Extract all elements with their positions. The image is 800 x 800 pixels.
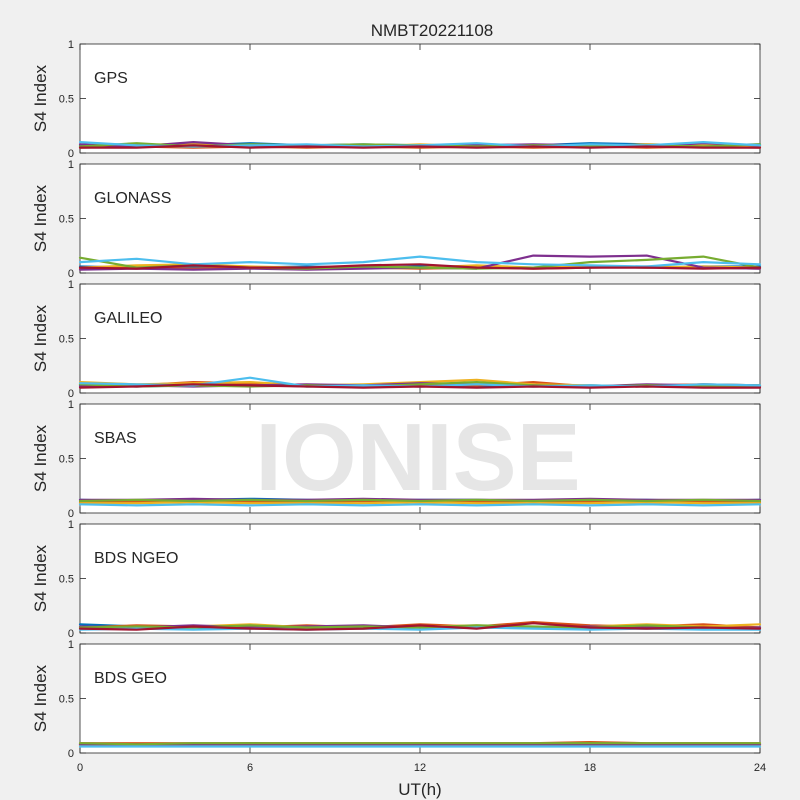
- panel-label: SBAS: [94, 430, 137, 447]
- y-tick-label: 0.5: [59, 214, 74, 226]
- y-axis-label: S4 Index: [31, 64, 50, 132]
- y-tick-label: 1: [68, 399, 74, 411]
- x-axis-label: UT(h): [398, 780, 441, 799]
- y-axis-label: S4 Index: [31, 544, 50, 612]
- panel-label: GPS: [94, 70, 128, 87]
- watermark-text: IONISE: [255, 404, 580, 511]
- y-tick-label: 0: [68, 748, 74, 760]
- series-line: [78, 144, 762, 149]
- plot-area: [79, 643, 761, 754]
- panel-5: 0 0.5 1 0 6 12 18 24 BDS GEO S4 Index: [31, 639, 766, 774]
- x-tick-label: 0: [77, 762, 83, 774]
- series-line: [78, 263, 762, 270]
- y-axis-label: S4 Index: [31, 184, 50, 252]
- panels-group: 0 0.5 1 GPS S4 Index 0 0.5 1 GLONASS S4 Index 0 0.5…: [31, 39, 766, 774]
- panel-0: 0 0.5 1 GPS S4 Index: [31, 39, 762, 160]
- series-line: [78, 498, 762, 503]
- panel-label: GLONASS: [94, 190, 171, 207]
- y-tick-label: 0.5: [59, 94, 74, 106]
- y-tick-label: 0: [68, 268, 74, 280]
- y-tick-label: 1: [68, 39, 74, 51]
- plot-area: [79, 523, 761, 634]
- x-tick-label: 6: [247, 762, 253, 774]
- y-tick-label: 1: [68, 279, 74, 291]
- y-tick-label: 0.5: [59, 574, 74, 586]
- panel-label: BDS NGEO: [94, 550, 178, 567]
- y-tick-label: 1: [68, 639, 74, 651]
- y-tick-label: 0: [68, 388, 74, 400]
- y-axis-label: S4 Index: [31, 424, 50, 492]
- y-tick-label: 0.5: [59, 454, 74, 466]
- panel-2: 0 0.5 1 GALILEO S4 Index: [31, 279, 762, 400]
- plot-area: [79, 43, 761, 154]
- panel-label: GALILEO: [94, 310, 162, 327]
- y-tick-label: 0: [68, 628, 74, 640]
- y-tick-label: 0: [68, 508, 74, 520]
- y-axis-label: S4 Index: [31, 304, 50, 372]
- y-tick-label: 1: [68, 519, 74, 531]
- y-tick-label: 1: [68, 159, 74, 171]
- y-tick-label: 0: [68, 148, 74, 160]
- panel-label: BDS GEO: [94, 670, 167, 687]
- plot-area: [79, 283, 761, 394]
- panel-4: 0 0.5 1 BDS NGEO S4 Index: [31, 519, 762, 640]
- x-tick-label: 12: [414, 762, 426, 774]
- y-axis-label: S4 Index: [31, 664, 50, 732]
- figure-title: NMBT20221108: [371, 21, 494, 40]
- series-line: [78, 383, 762, 389]
- x-tick-label: 24: [754, 762, 766, 774]
- series-line: [78, 503, 762, 507]
- panel-1: 0 0.5 1 GLONASS S4 Index: [31, 159, 762, 280]
- series-line: [78, 742, 762, 746]
- x-tick-label: 18: [584, 762, 596, 774]
- series-line: [78, 622, 762, 631]
- panel-3: 0 0.5 1 SBAS S4 Index: [31, 399, 762, 520]
- y-tick-label: 0.5: [59, 694, 74, 706]
- y-tick-label: 0.5: [59, 334, 74, 346]
